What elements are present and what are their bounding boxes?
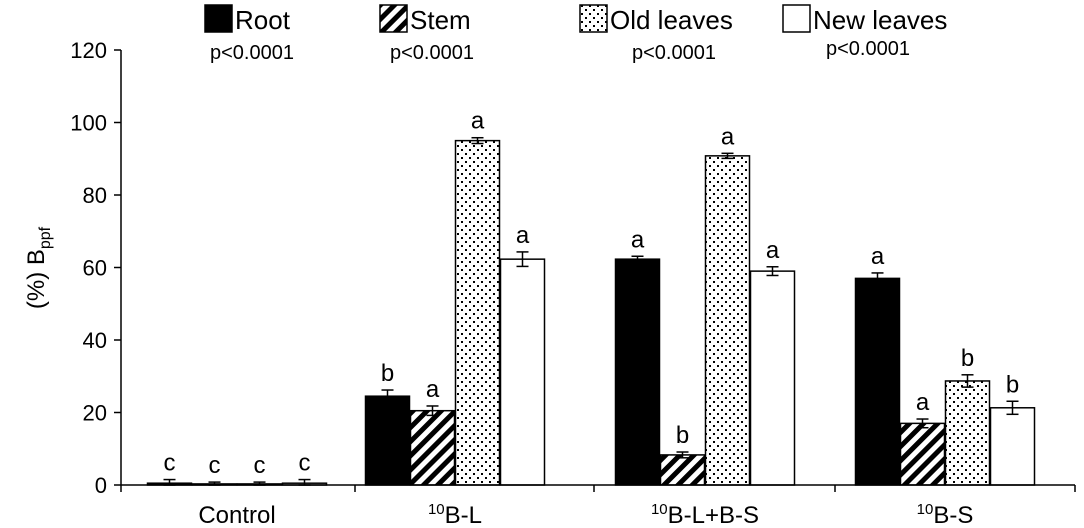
error-bar (426, 405, 439, 417)
bar (659, 454, 706, 486)
significance-letter: c (209, 452, 221, 479)
legend-label: Old leaves (610, 5, 733, 35)
significance-letter: a (916, 389, 930, 416)
p-value-label: p<0.0001 (826, 38, 910, 60)
y-tick-label: 0 (95, 473, 107, 498)
error-bar (631, 255, 644, 263)
significance-letter: c (299, 450, 311, 477)
p-value-label: p<0.0001 (210, 42, 294, 64)
significance-letter: a (721, 123, 735, 150)
y-tick-label: 120 (70, 38, 107, 63)
significance-letter: a (631, 226, 645, 253)
bars: c c c c b a a a a b a a a a b b (146, 108, 1036, 486)
legend-swatch (782, 4, 811, 33)
p-value-annotations: p<0.0001 p<0.0001 p<0.0001 p<0.0001 (210, 38, 910, 64)
p-value-label: p<0.0001 (390, 42, 474, 64)
significance-letter: b (1006, 371, 1019, 398)
y-tick-label: 100 (70, 111, 107, 136)
legend-swatch (204, 4, 233, 33)
legend-label: Root (235, 5, 291, 35)
y-tick-label: 60 (83, 256, 107, 281)
significance-letter: a (871, 243, 885, 270)
x-axis: Control 10B-L 10B-L+B-S 10B-S (120, 484, 1076, 528)
bar (614, 258, 661, 486)
y-axis-label: (%) Bppf (23, 226, 54, 309)
error-bar (471, 136, 484, 145)
significance-letter: b (961, 345, 974, 372)
error-bar (961, 374, 974, 388)
bar (749, 270, 796, 486)
bar (989, 407, 1036, 486)
x-tick-label: Control (198, 502, 275, 528)
x-tick-label: 10B-L+B-S (651, 501, 759, 528)
legend-swatch (379, 4, 408, 33)
significance-letter: a (426, 376, 440, 403)
significance-letter: b (381, 360, 394, 387)
legend-label: Stem (410, 5, 471, 35)
bar (364, 395, 411, 486)
y-tick-label: 80 (83, 183, 107, 208)
bar (499, 258, 546, 486)
error-bar (871, 272, 884, 285)
error-bar (1006, 400, 1019, 416)
error-bar (916, 418, 929, 429)
significance-letter: a (471, 108, 485, 135)
error-bar (766, 266, 779, 277)
bar (704, 155, 751, 486)
legend: Root Stem Old leaves New leaves (204, 4, 947, 35)
y-tick-label: 40 (83, 328, 107, 353)
x-tick-label: 10B-S (917, 501, 974, 528)
p-value-label: p<0.0001 (632, 42, 716, 64)
bar (899, 422, 946, 486)
y-tick-label: 20 (83, 401, 107, 426)
legend-label: New leaves (813, 5, 947, 35)
error-bar (516, 251, 529, 268)
bar (944, 380, 991, 486)
bar (409, 409, 456, 486)
significance-letter: c (164, 450, 176, 477)
bar (454, 139, 501, 486)
bar (854, 277, 901, 486)
significance-letter: a (766, 237, 780, 264)
error-bar (676, 451, 689, 459)
x-tick-label: 10B-L (428, 501, 482, 528)
error-bar (381, 389, 394, 404)
legend-swatch (579, 4, 608, 33)
significance-letter: c (254, 452, 266, 479)
y-axis: 0 20 40 60 80 100 120 (%) Bppf (23, 38, 122, 498)
error-bar (721, 152, 734, 160)
significance-letter: b (676, 422, 689, 449)
significance-letter: a (516, 222, 530, 249)
